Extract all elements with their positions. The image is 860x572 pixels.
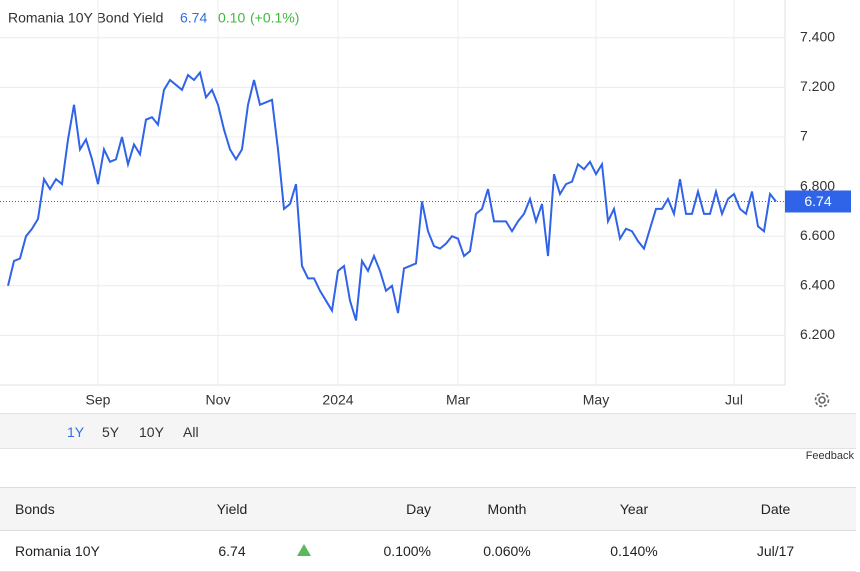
- y-tick-label: 6.200: [800, 326, 835, 342]
- range-button[interactable]: 10Y: [139, 424, 164, 440]
- settings-icon[interactable]: [814, 392, 830, 408]
- last-price-label: 6.74: [804, 193, 831, 209]
- range-button[interactable]: All: [183, 424, 199, 440]
- price-line: [7, 70, 777, 321]
- y-tick-label: 7: [800, 128, 808, 144]
- y-tick-label: 6.800: [800, 177, 835, 193]
- th: [278, 487, 330, 531]
- x-tick-label: 2024: [322, 392, 353, 408]
- x-tick-label: Nov: [206, 392, 231, 408]
- th: Bonds: [0, 487, 186, 531]
- range-button[interactable]: 1Y: [67, 424, 85, 440]
- td: 6.74: [186, 530, 278, 572]
- td: 0.140%: [573, 530, 695, 572]
- td: Jul/17: [695, 530, 856, 572]
- td: 0.100%: [330, 530, 441, 572]
- table-row: Romania 10Y 6.74 0.100% 0.060% 0.140% Ju…: [0, 530, 856, 572]
- bond-table: Bonds Yield Day Month Year Date Romania …: [0, 487, 856, 572]
- th: Day: [330, 487, 441, 531]
- chart-title: Romania 10Y Bond Yield: [8, 10, 163, 26]
- td: [278, 530, 330, 572]
- x-tick-label: Jul: [725, 392, 743, 408]
- table-header: Bonds Yield Day Month Year Date: [0, 487, 856, 531]
- range-button[interactable]: 5Y: [102, 424, 120, 440]
- td: 0.060%: [441, 530, 573, 572]
- td[interactable]: Romania 10Y: [0, 530, 186, 572]
- y-tick-label: 6.600: [800, 227, 835, 243]
- chart: Romania 10Y Bond Yield 6.74 0.10 (+0.1%)…: [0, 0, 851, 408]
- change-pct: (+0.1%): [250, 10, 299, 26]
- th: Yield: [186, 487, 278, 531]
- up-arrow: [297, 544, 311, 556]
- th: Date: [695, 487, 856, 531]
- range-bar: 1Y 5Y 10Y All: [0, 413, 856, 449]
- change: 0.10: [218, 10, 245, 26]
- y-tick-label: 7.400: [800, 29, 835, 45]
- price: 6.74: [180, 10, 207, 26]
- last-price-box: [785, 190, 851, 213]
- x-tick-label: Mar: [446, 392, 470, 408]
- feedback[interactable]: Feedback: [805, 450, 854, 462]
- x-tick-label: May: [583, 392, 609, 408]
- y-tick-label: 6.400: [800, 277, 835, 293]
- th: Year: [573, 487, 695, 531]
- th: Month: [441, 487, 573, 531]
- x-tick-label: Sep: [86, 392, 111, 408]
- y-tick-label: 7.200: [800, 78, 835, 94]
